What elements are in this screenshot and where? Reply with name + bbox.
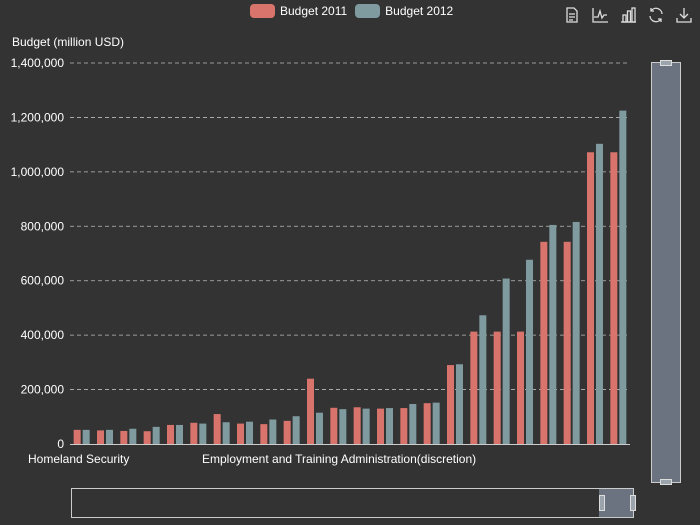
data-view-icon[interactable]: [562, 5, 582, 25]
bar-budget-2011[interactable]: [283, 420, 291, 444]
bars: [73, 110, 627, 445]
bar-chart-icon[interactable]: [618, 5, 638, 25]
bar-budget-2011[interactable]: [563, 241, 571, 444]
legend-label-budget-2011: Budget 2011: [280, 4, 348, 18]
bar-budget-2011[interactable]: [517, 331, 524, 444]
legend-label-budget-2012: Budget 2012: [385, 4, 454, 18]
x-axis-ticks: Homeland Security Employment and Training…: [28, 452, 476, 466]
refresh-icon[interactable]: [646, 5, 666, 25]
legend-item-budget-2011[interactable]: Budget 2011: [250, 4, 347, 18]
y-tick-label: 1,000,000: [11, 165, 65, 179]
bar-budget-2012[interactable]: [292, 416, 300, 444]
bar-budget-2011[interactable]: [213, 414, 221, 444]
bar-budget-2012[interactable]: [526, 259, 533, 444]
horizontal-datazoom-slider[interactable]: [71, 488, 636, 518]
bar-budget-2011[interactable]: [353, 407, 361, 444]
bar-budget-2012[interactable]: [572, 221, 580, 444]
bar-budget-2012[interactable]: [479, 315, 487, 444]
bar-budget-2011[interactable]: [587, 152, 594, 444]
bar-budget-2012[interactable]: [316, 412, 323, 444]
horizontal-datazoom-right-handle[interactable]: [630, 495, 636, 511]
grid-lines: [70, 62, 630, 390]
x-tick-label: Employment and Training Administration(d…: [202, 452, 476, 466]
bar-budget-2012[interactable]: [199, 423, 207, 444]
bar-budget-2011[interactable]: [540, 241, 548, 444]
legend-swatch-budget-2011: [250, 4, 275, 18]
bar-budget-2012[interactable]: [502, 278, 510, 444]
bar-budget-2012[interactable]: [246, 421, 253, 444]
bar-budget-2011[interactable]: [470, 331, 478, 444]
y-axis-ticks: 0 200,000 400,000 600,000 800,000 1,000,000 1,…: [11, 56, 65, 451]
vertical-datazoom-bottom-handle[interactable]: [660, 479, 672, 485]
y-tick-label: 400,000: [21, 328, 65, 342]
bar-budget-2011[interactable]: [167, 424, 174, 444]
bar-budget-2012[interactable]: [339, 409, 347, 444]
toolbox: [562, 5, 694, 25]
bar-budget-2012[interactable]: [432, 402, 440, 444]
bar-budget-2012[interactable]: [409, 403, 417, 444]
bar-budget-2012[interactable]: [619, 110, 627, 444]
bar-budget-2011[interactable]: [307, 378, 314, 444]
bar-budget-2011[interactable]: [377, 408, 384, 444]
bar-budget-2011[interactable]: [493, 331, 501, 444]
bar-budget-2011[interactable]: [97, 430, 104, 444]
horizontal-datazoom-left-handle[interactable]: [599, 495, 605, 511]
bar-budget-2012[interactable]: [106, 429, 113, 444]
bar-budget-2012[interactable]: [176, 424, 183, 444]
bar-budget-2011[interactable]: [610, 152, 618, 444]
bar-budget-2011[interactable]: [330, 407, 338, 444]
legend-swatch-budget-2012: [355, 4, 381, 18]
bar-budget-2011[interactable]: [190, 422, 198, 444]
bar-budget-2011[interactable]: [120, 430, 128, 444]
y-tick-label: 1,400,000: [11, 56, 65, 70]
bar-budget-2011[interactable]: [237, 423, 244, 444]
bar-budget-2012[interactable]: [362, 408, 370, 444]
bar-budget-2012[interactable]: [269, 419, 277, 444]
bar-budget-2011[interactable]: [73, 429, 81, 444]
bar-budget-2011[interactable]: [143, 431, 151, 444]
bar-budget-2012[interactable]: [129, 428, 137, 444]
bar-budget-2012[interactable]: [152, 426, 160, 444]
vertical-datazoom-top-handle[interactable]: [660, 60, 672, 66]
y-tick-label: 800,000: [21, 219, 65, 233]
vertical-datazoom-slider[interactable]: [651, 60, 681, 485]
y-tick-label: 0: [57, 437, 64, 451]
bar-budget-2012[interactable]: [222, 422, 230, 444]
bar-budget-2012[interactable]: [82, 429, 90, 444]
bar-budget-2011[interactable]: [260, 424, 268, 444]
y-tick-label: 200,000: [21, 383, 65, 397]
x-tick-label: Homeland Security: [28, 452, 129, 466]
bar-budget-2011[interactable]: [400, 408, 408, 444]
y-tick-label: 1,200,000: [11, 110, 65, 124]
bar-budget-2012[interactable]: [386, 408, 393, 444]
bar-budget-2011[interactable]: [447, 365, 454, 444]
y-axis-title: Budget (million USD): [12, 35, 124, 49]
vertical-datazoom-range[interactable]: [652, 63, 680, 482]
legend: Budget 2011 Budget 2012: [250, 4, 455, 18]
legend-item-budget-2012[interactable]: Budget 2012: [355, 4, 453, 18]
y-tick-label: 600,000: [21, 274, 65, 288]
download-icon[interactable]: [674, 5, 694, 25]
bar-budget-2012[interactable]: [456, 364, 463, 444]
line-chart-icon[interactable]: [590, 5, 610, 25]
bar-budget-2012[interactable]: [549, 224, 557, 444]
bar-budget-2011[interactable]: [423, 403, 431, 444]
bar-budget-2012[interactable]: [596, 143, 603, 445]
